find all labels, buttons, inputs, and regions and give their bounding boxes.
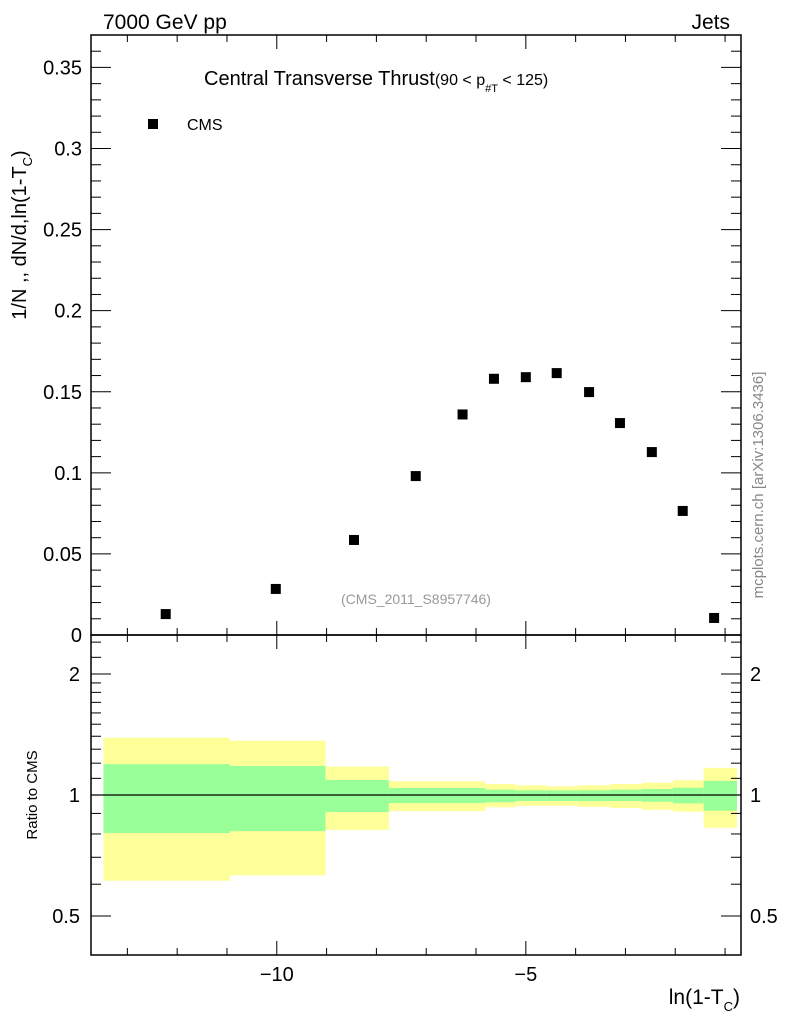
green-band-bin — [577, 790, 611, 802]
data-points — [160, 368, 720, 623]
y-tick-label: 0 — [71, 625, 82, 647]
data-point-cms — [646, 447, 657, 458]
y-tick-label: 0.25 — [43, 220, 82, 242]
y-tick-label: 0.05 — [43, 544, 82, 566]
y-tick-label: 0.35 — [43, 57, 82, 79]
ratio-y-tick-label: 0.5 — [52, 906, 80, 928]
x-tick-label: −5 — [514, 964, 537, 986]
data-point-cms — [270, 583, 281, 594]
data-point-cms — [584, 387, 595, 398]
data-point-cms — [677, 505, 688, 516]
axes: −10 −5 0 0.05 0.1 0.15 0.2 0.25 0.3 0.35 0.5 0.5 1 1 2… — [43, 34, 778, 986]
green-band-bin — [546, 790, 578, 802]
header-right: Jets — [691, 11, 730, 34]
ratio-bands — [91, 737, 741, 881]
y-tick-label: 0.3 — [54, 139, 82, 161]
data-point-cms — [488, 373, 499, 384]
ratio-y-tick-label: 2 — [69, 664, 80, 686]
data-point-cms — [160, 609, 171, 620]
green-band-bin — [703, 780, 738, 811]
legend-label-cms: CMS — [187, 117, 223, 134]
y-axis-label-ratio: Ratio to CMS — [24, 750, 41, 839]
green-band-bin — [103, 764, 230, 834]
header-left: 7000 GeV pp — [103, 11, 227, 34]
x-axis-label: ln(1-TC) — [669, 986, 740, 1014]
y-tick-label: 0.1 — [54, 463, 82, 485]
data-point-cms — [348, 534, 359, 545]
data-point-cms — [410, 471, 421, 482]
data-point-cms — [614, 418, 625, 429]
data-point-cms — [709, 612, 720, 623]
y-tick-label: 0.15 — [43, 382, 82, 404]
data-point-cms — [551, 368, 562, 379]
green-band-bin — [484, 789, 516, 803]
legend-marker-cms — [148, 119, 158, 129]
chart-title: Central Transverse Thrust(90 < p#T < 125… — [204, 68, 548, 95]
green-band-bin — [229, 765, 326, 832]
ratio-y-tick-label: 1 — [69, 785, 80, 807]
ratio-y-tick-label-right: 2 — [750, 664, 761, 686]
ratio-y-tick-label-right: 0.5 — [750, 906, 778, 928]
y-axis-label-main: 1/N ,, dN/d,ln(1-TC) — [9, 150, 35, 319]
green-band-bin — [515, 790, 547, 802]
x-tick-label: −10 — [260, 964, 294, 986]
y-tick-label: 0.2 — [54, 301, 82, 323]
side-text: mcplots.cern.ch [arXiv:1306.3436] — [750, 372, 767, 599]
data-point-cms — [520, 372, 531, 383]
watermark: (CMS_2011_S8957746) — [341, 591, 491, 607]
data-point-cms — [457, 409, 468, 420]
ratio-y-tick-label-right: 1 — [750, 785, 761, 807]
green-band-bin — [325, 779, 389, 813]
